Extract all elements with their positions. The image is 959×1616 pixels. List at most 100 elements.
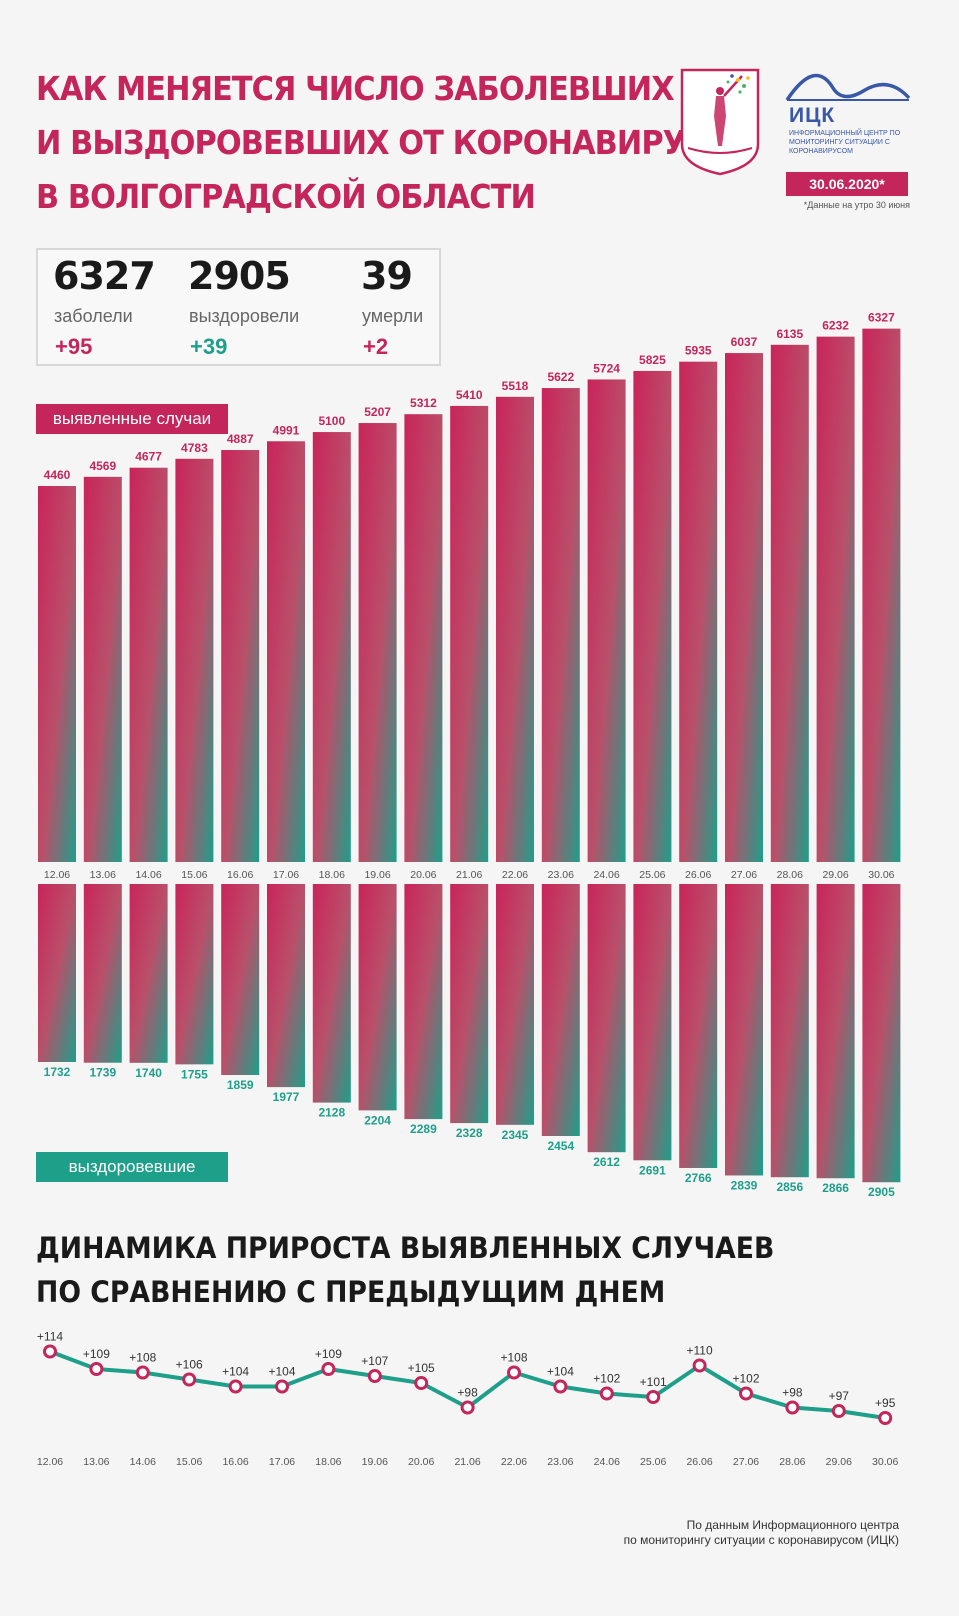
recovered-bar bbox=[129, 884, 168, 1063]
recovered-bar-label: 2128 bbox=[318, 1106, 345, 1120]
growth-date-label: 14.06 bbox=[130, 1456, 156, 1468]
date-tick-label: 21.06 bbox=[456, 869, 482, 881]
growth-point bbox=[275, 1379, 289, 1394]
cases-bar bbox=[587, 379, 626, 862]
stat-cases-value: 6327 bbox=[53, 254, 156, 298]
recovered-bar-label: 2345 bbox=[502, 1128, 529, 1142]
growth-point-label: +102 bbox=[593, 1372, 620, 1386]
recovered-bar-label: 1755 bbox=[181, 1067, 208, 1081]
stat-recovered-value: 2905 bbox=[188, 254, 291, 298]
growth-date-label: 28.06 bbox=[779, 1456, 805, 1468]
recovered-bar bbox=[862, 884, 901, 1183]
date-tick-label: 19.06 bbox=[364, 869, 390, 881]
date-badge: 30.06.2020* bbox=[786, 172, 908, 196]
growth-date-label: 22.06 bbox=[501, 1456, 527, 1468]
growth-title-line-1: Динамика прироста выявленных случаев bbox=[36, 1231, 775, 1265]
growth-point-label: +102 bbox=[732, 1372, 759, 1386]
recovered-bar bbox=[312, 884, 351, 1103]
cases-bar-label: 5724 bbox=[593, 361, 620, 375]
date-tick-label: 15.06 bbox=[181, 869, 207, 881]
growth-date-label: 21.06 bbox=[454, 1456, 480, 1468]
growth-point-label: +108 bbox=[129, 1351, 156, 1365]
recovered-bar-label: 1977 bbox=[273, 1090, 300, 1104]
growth-point bbox=[414, 1376, 429, 1390]
cases-bar-label: 6135 bbox=[776, 327, 803, 341]
recovered-bar-label: 2866 bbox=[822, 1181, 849, 1195]
growth-point-label: +106 bbox=[176, 1358, 203, 1372]
recovered-legend-pill: выздоровевшие bbox=[36, 1152, 228, 1182]
date-tick-label: 30.06 bbox=[868, 869, 894, 881]
cases-bar-label: 4677 bbox=[135, 450, 162, 464]
recovered-bar bbox=[725, 884, 763, 1176]
cases-bar bbox=[267, 441, 305, 862]
ick-logo-subtitle: Информационный центр по мониторингу ситу… bbox=[789, 130, 901, 155]
date-tick-label: 24.06 bbox=[593, 869, 619, 881]
growth-point bbox=[460, 1400, 475, 1415]
growth-date-label: 15.06 bbox=[176, 1456, 202, 1468]
growth-date-label: 17.06 bbox=[269, 1456, 295, 1468]
cases-bar-label: 4569 bbox=[89, 459, 116, 473]
cases-bar bbox=[541, 388, 580, 862]
cases-bar bbox=[725, 353, 763, 862]
source-line-2: по мониторингу ситуации с коронавирусом … bbox=[623, 1533, 899, 1547]
growth-point bbox=[878, 1411, 893, 1425]
cases-bar bbox=[496, 396, 534, 862]
recovered-bar bbox=[404, 884, 443, 1120]
growth-point-label: +114 bbox=[37, 1330, 63, 1344]
recovered-bar-label: 2204 bbox=[364, 1113, 391, 1127]
growth-point bbox=[321, 1362, 336, 1376]
cases-bar-label: 6232 bbox=[822, 319, 849, 333]
recovered-bar bbox=[450, 884, 489, 1124]
growth-point bbox=[739, 1386, 753, 1401]
cases-bar bbox=[862, 328, 901, 862]
cases-bar-label: 5100 bbox=[318, 414, 345, 428]
recovered-bar-label: 2839 bbox=[731, 1178, 758, 1192]
date-tick-label: 23.06 bbox=[548, 869, 574, 881]
cases-bar bbox=[816, 336, 855, 862]
recovered-bar-label: 2328 bbox=[456, 1126, 483, 1140]
growth-point bbox=[507, 1365, 521, 1380]
recovered-bar bbox=[633, 884, 672, 1161]
cases-bar bbox=[221, 450, 260, 862]
cases-bar-label: 5825 bbox=[639, 353, 666, 367]
recovered-bar bbox=[267, 884, 305, 1088]
cases-bar-label: 5622 bbox=[547, 370, 574, 384]
growth-date-label: 19.06 bbox=[362, 1456, 388, 1468]
cases-bar-label: 5312 bbox=[410, 396, 437, 410]
growth-date-label: 13.06 bbox=[83, 1456, 109, 1468]
recovered-bar bbox=[175, 884, 214, 1065]
growth-point-label: +109 bbox=[315, 1347, 342, 1361]
cases-bar bbox=[312, 432, 351, 862]
growth-point-label: +110 bbox=[687, 1344, 713, 1358]
ick-logo-icon bbox=[785, 73, 911, 101]
growth-point-label: +109 bbox=[83, 1347, 110, 1361]
recovered-bar-label: 1732 bbox=[44, 1065, 71, 1079]
cases-bar-label: 4887 bbox=[227, 432, 254, 446]
title-line-1: Как меняется число заболевших bbox=[36, 69, 675, 108]
recovered-bar-label: 2766 bbox=[685, 1171, 712, 1185]
growth-date-label: 25.06 bbox=[640, 1456, 666, 1468]
summary-stats-box: 6327 заболели +95 2905 выздоровели +39 3… bbox=[36, 248, 441, 366]
growth-point bbox=[692, 1358, 707, 1373]
growth-point bbox=[228, 1379, 243, 1394]
title-line-3: в Волгоградской области bbox=[36, 177, 536, 216]
cases-bar-label: 4783 bbox=[181, 441, 208, 455]
growth-date-label: 18.06 bbox=[315, 1456, 341, 1468]
growth-point bbox=[646, 1390, 661, 1404]
source-note: По данным Информационного центра по мони… bbox=[539, 1518, 899, 1548]
growth-chart-title: Динамика прироста выявленных случаев по … bbox=[36, 1226, 775, 1314]
cases-bar-label: 6327 bbox=[868, 311, 895, 325]
growth-point bbox=[367, 1369, 382, 1383]
recovered-bar-label: 2691 bbox=[639, 1163, 666, 1177]
stat-recovered-delta: +39 bbox=[190, 334, 228, 359]
cases-bar-label: 5935 bbox=[685, 344, 712, 358]
cases-bar bbox=[83, 476, 122, 862]
recovered-bar bbox=[221, 884, 260, 1076]
growth-point bbox=[135, 1365, 150, 1380]
growth-title-line-2: по сравнению с предыдущим днем bbox=[36, 1275, 666, 1309]
cases-bar-label: 4460 bbox=[44, 468, 71, 482]
date-tick-label: 13.06 bbox=[90, 869, 116, 881]
date-tick-label: 18.06 bbox=[319, 869, 345, 881]
date-tick-label: 17.06 bbox=[273, 869, 299, 881]
stat-cases-label: заболели bbox=[54, 306, 133, 326]
